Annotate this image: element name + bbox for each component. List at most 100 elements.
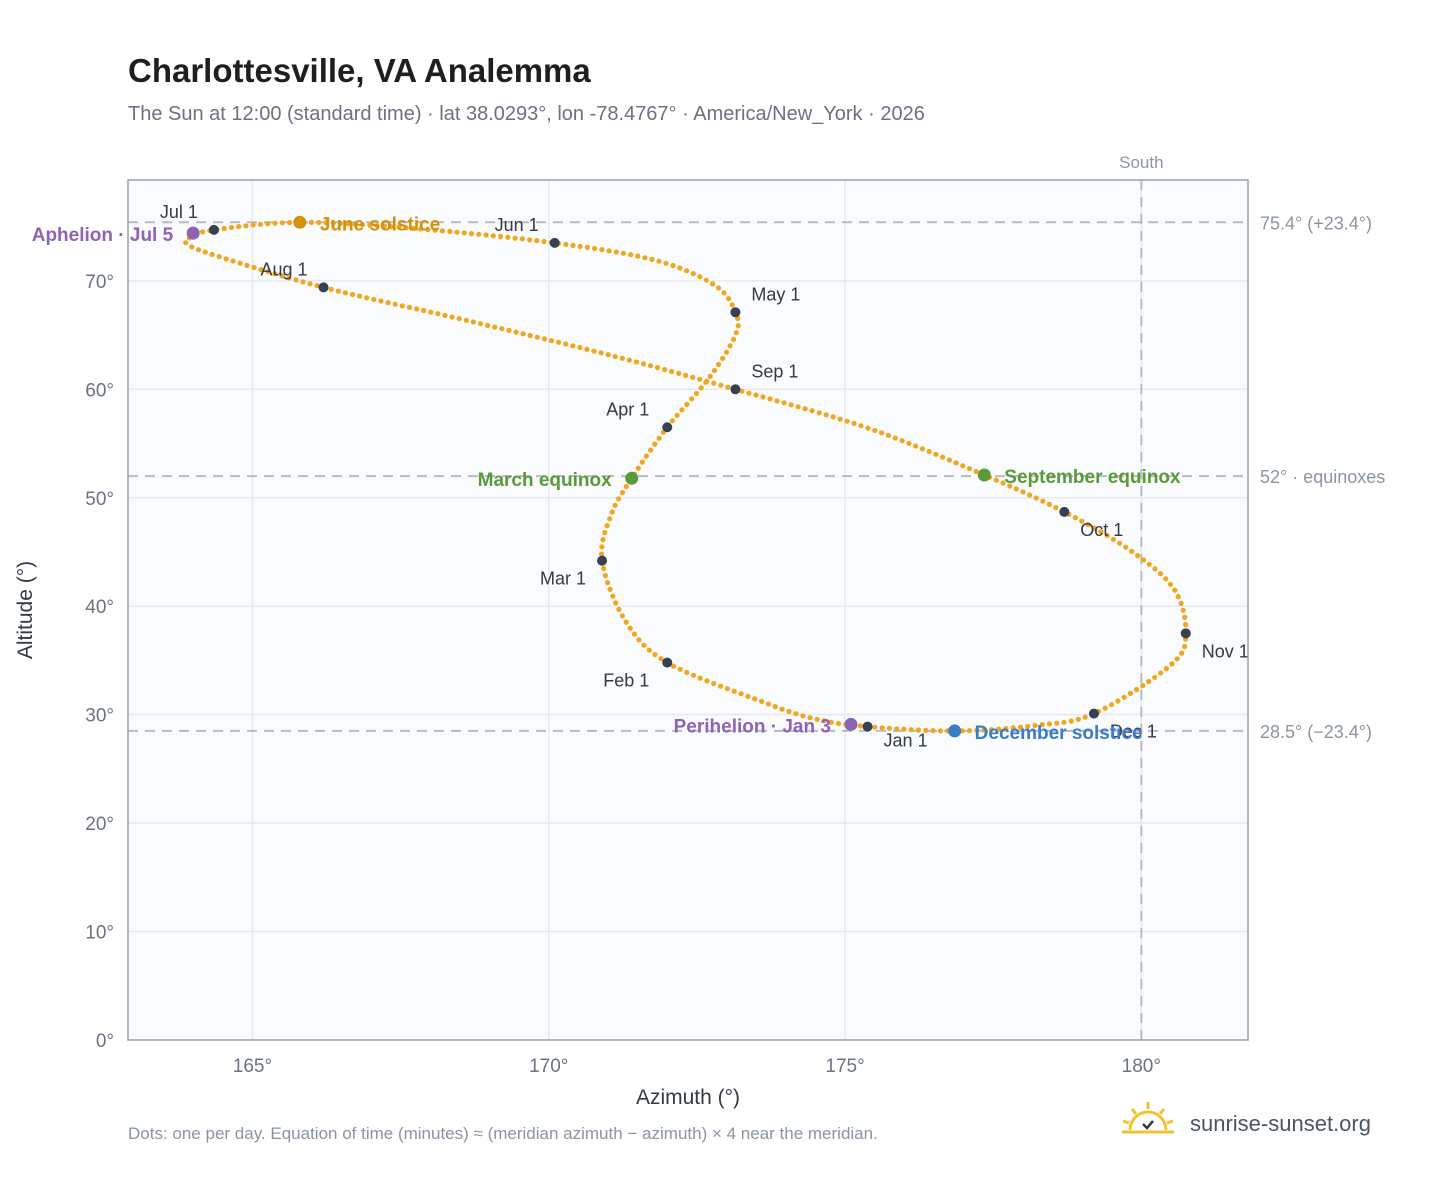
daily-sun-dot: [809, 408, 815, 414]
daily-sun-dot: [671, 663, 677, 669]
daily-sun-dot: [795, 404, 801, 410]
daily-sun-dot: [649, 256, 655, 262]
daily-sun-dot: [636, 637, 642, 643]
daily-sun-dot: [1179, 650, 1185, 656]
y-tick-label: 40°: [85, 597, 114, 618]
daily-sun-dot: [937, 728, 944, 734]
daily-sun-dot: [662, 367, 668, 373]
daily-sun-dot: [716, 361, 722, 368]
x-tick-label: 165°: [233, 1056, 272, 1077]
daily-sun-dot: [739, 388, 745, 394]
daily-sun-dot: [807, 715, 813, 721]
daily-sun-dot: [858, 423, 864, 429]
daily-sun-dot: [279, 273, 285, 279]
event-marker: [844, 717, 858, 731]
daily-sun-dot: [821, 718, 827, 724]
daily-sun-dot: [960, 463, 966, 469]
daily-sun-dot: [300, 279, 306, 285]
daily-sun-dot: [1108, 702, 1115, 708]
sun-check-icon: [1122, 1102, 1174, 1134]
daily-sun-dot: [837, 416, 843, 422]
daily-sun-dot: [835, 720, 842, 727]
daily-sun-dot: [598, 551, 605, 557]
daily-sun-dot: [272, 271, 278, 277]
daily-sun-dot: [974, 727, 980, 734]
daily-sun-dot: [730, 336, 737, 342]
daily-sun-dot: [449, 314, 455, 320]
daily-sun-dot: [745, 693, 751, 700]
daily-sun-dot: [619, 355, 625, 361]
daily-sun-dot: [279, 220, 285, 226]
daily-sun-dot: [718, 382, 724, 388]
daily-sun-dot: [1013, 486, 1019, 492]
daily-sun-dot: [228, 224, 235, 231]
daily-sun-dot: [628, 252, 634, 258]
daily-sun-dot: [512, 235, 518, 241]
axes: 0° 10° 20° 30° 40° 50° 60° 70° 165° 170° 175° 180°: [85, 272, 1161, 1077]
daily-sun-dot: [1046, 501, 1052, 507]
daily-sun-dot: [609, 509, 615, 515]
daily-sun-dot: [646, 647, 652, 653]
daily-sun-dot: [844, 418, 850, 424]
daily-sun-dot: [677, 666, 683, 672]
daily-sun-dot: [1072, 515, 1078, 521]
daily-sun-dot: [338, 220, 344, 226]
daily-sun-dot: [616, 606, 622, 613]
daily-sun-dot: [1152, 674, 1158, 680]
daily-sun-dot: [946, 457, 953, 463]
month-label: Apr 1: [606, 399, 649, 419]
reference-line-label: 52° · equinoxes: [1260, 467, 1385, 487]
daily-sun-dot: [988, 727, 995, 733]
daily-sun-dot: [513, 329, 519, 335]
daily-sun-dot: [432, 227, 438, 233]
daily-sun-dot: [1025, 723, 1031, 729]
daily-sun-dot: [913, 443, 919, 449]
daily-sun-dot: [879, 725, 885, 731]
daily-sun-dot: [477, 321, 484, 327]
daily-sun-dot: [607, 586, 613, 593]
daily-sun-dot: [1140, 557, 1147, 563]
daily-sun-dot: [577, 344, 583, 351]
daily-sun-dot: [814, 716, 820, 723]
brand-text: sunrise-sunset.org: [1190, 1111, 1371, 1136]
daily-sun-dot: [1129, 548, 1135, 555]
daily-sun-dot: [616, 496, 622, 502]
daily-sun-dot: [223, 256, 229, 262]
daily-sun-dot: [767, 396, 773, 402]
daily-sun-dot: [378, 298, 384, 304]
daily-sun-dot: [328, 286, 334, 292]
brand-logo[interactable]: sunrise-sunset.org: [1118, 1100, 1408, 1150]
month-marker: [318, 282, 329, 293]
daily-sun-dot: [605, 352, 611, 358]
y-tick-label: 70°: [85, 272, 114, 293]
month-label: Sep 1: [751, 361, 798, 381]
y-axis-label: Altitude (°): [14, 561, 37, 659]
event-marker: [948, 724, 962, 738]
daily-sun-dot: [602, 530, 608, 536]
daily-sun-dot: [265, 221, 271, 227]
daily-sun-dot: [721, 290, 727, 296]
daily-sun-dot: [669, 418, 676, 424]
daily-sun-dot: [243, 223, 249, 229]
plot-background: [128, 180, 1248, 1040]
daily-sun-dot: [1098, 529, 1104, 535]
daily-sun-dot: [490, 233, 496, 239]
daily-sun-dot: [1010, 725, 1016, 731]
daily-sun-dot: [723, 349, 730, 355]
daily-sun-dot: [619, 613, 626, 619]
event-marker: [625, 471, 639, 485]
daily-sun-dot: [1178, 600, 1184, 606]
daily-sun-dot: [345, 221, 351, 227]
daily-sun-dot: [1054, 720, 1060, 726]
month-label: Oct 1: [1080, 520, 1123, 540]
daily-sun-dot: [716, 285, 722, 291]
daily-sun-dot: [527, 237, 533, 243]
daily-sun-dot: [1032, 722, 1038, 729]
daily-sun-dot: [221, 225, 227, 232]
daily-sun-dot: [729, 302, 735, 308]
daily-sun-dot: [663, 260, 669, 266]
daily-sun-dot: [698, 385, 704, 391]
x-tick-label: 175°: [825, 1056, 864, 1077]
daily-sun-dot: [973, 468, 979, 475]
daily-sun-dot: [1146, 678, 1152, 685]
